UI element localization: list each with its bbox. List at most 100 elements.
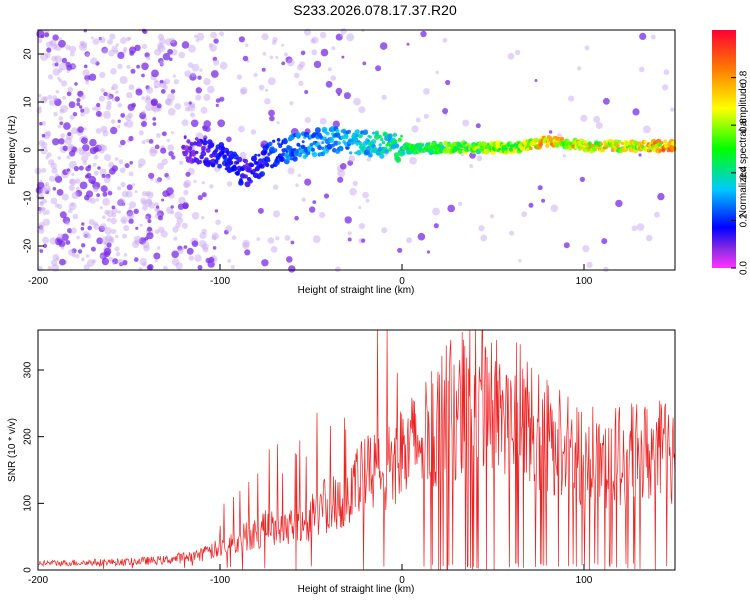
spectrogram-noise-point	[81, 243, 86, 248]
spectrogram-noise-point	[349, 188, 357, 196]
spectrogram-noise-point	[101, 236, 110, 245]
spectrogram-noise-point	[231, 235, 237, 240]
spectrogram-noise-point	[80, 41, 88, 49]
spectrogram-noise-point	[310, 38, 316, 44]
spectrogram-ridge-point	[198, 142, 202, 147]
spectrogram-ridge-point	[400, 134, 403, 138]
spectrogram-noise-point	[66, 168, 70, 172]
spectrogram-x-tick-label: -100	[210, 276, 230, 287]
spectrogram-ridge-point	[246, 166, 252, 172]
spectrogram-noise-point	[289, 101, 294, 106]
spectrogram-noise-point	[87, 225, 92, 231]
spectrogram-ridge-point	[504, 147, 508, 151]
spectrogram-ridge-point	[354, 129, 360, 135]
spectrogram-noise-point	[136, 64, 141, 69]
spectrogram-ridge-point	[343, 133, 349, 140]
spectrogram-noise-point	[89, 197, 96, 204]
spectrogram-noise-point	[69, 145, 73, 150]
spectrogram-noise-point	[312, 200, 317, 205]
spectrogram-noise-point	[208, 256, 215, 263]
spectrogram-noise-point	[518, 259, 522, 263]
spectrogram-noise-point	[58, 78, 63, 83]
spectrogram-ridge-point	[276, 138, 281, 142]
spectrogram-noise-point	[166, 187, 174, 195]
spectrogram-ridge-point	[259, 163, 265, 169]
spectrogram-noise-point	[126, 211, 135, 220]
spectrogram-noise-point	[59, 258, 66, 266]
spectrogram-noise-point	[514, 49, 521, 56]
spectrogram-ridge-point	[264, 162, 270, 168]
spectrogram-noise-point	[79, 105, 83, 109]
spectrogram-ridge-point	[183, 136, 187, 140]
spectrogram-noise-point	[93, 154, 99, 160]
snr-panel: -200 -100 0 100 0 100 200 300 Height of straigh…	[7, 329, 676, 595]
spectrogram-noise-point	[60, 133, 66, 139]
spectrogram-noise-point	[61, 193, 69, 201]
spectrogram-ridge-point	[633, 140, 638, 145]
spectrogram-noise-point	[103, 176, 111, 184]
spectrogram-noise-point	[42, 218, 51, 226]
spectrogram-noise-point	[159, 79, 164, 84]
spectrogram-noise-point	[72, 213, 79, 220]
spectrogram-noise-point	[433, 223, 439, 229]
spectrogram-noise-point	[55, 90, 60, 94]
spectrogram-noise-point	[319, 31, 327, 39]
spectrogram-noise-point	[663, 69, 670, 75]
spectrogram-ridge-point	[211, 151, 218, 158]
spectrogram-noise-point	[283, 52, 288, 57]
spectrogram-ridge-point	[377, 150, 380, 154]
spectrogram-noise-point	[66, 91, 72, 97]
spectrogram-noise-point	[287, 167, 295, 175]
spectrogram-noise-point	[445, 79, 451, 86]
spectrogram-noise-point	[92, 38, 100, 45]
spectrogram-noise-point	[83, 127, 87, 131]
spectrogram-noise-point	[82, 144, 90, 152]
spectrogram-noise-point	[309, 206, 316, 213]
spectrogram-noise-point	[141, 110, 146, 115]
spectrogram-noise-point	[409, 156, 417, 165]
spectrogram-noise-point	[65, 61, 71, 68]
spectrogram-noise-point	[161, 198, 165, 202]
spectrogram-noise-point	[163, 84, 168, 90]
spectrogram-noise-point	[55, 173, 59, 178]
spectrogram-noise-point	[298, 80, 304, 86]
spectrogram-noise-point	[46, 47, 52, 53]
spectrogram-noise-point	[227, 259, 231, 263]
snr-y-tick-label: 300	[23, 361, 34, 378]
spectrogram-noise-point	[128, 36, 132, 41]
spectrogram-noise-point	[145, 138, 150, 143]
spectrogram-noise-point	[61, 233, 69, 241]
spectrogram-noise-point	[85, 81, 89, 85]
spectrogram-ridge-point	[267, 158, 271, 163]
spectrogram-noise-point	[148, 139, 154, 144]
spectrogram-ridge-point	[254, 153, 258, 157]
spectrogram-ridge-point	[529, 146, 533, 151]
spectrogram-noise-point	[117, 119, 121, 123]
spectrogram-noise-point	[580, 114, 588, 122]
spectrogram-noise-point	[58, 240, 66, 248]
spectrogram-noise-point	[138, 158, 146, 167]
spectrogram-noise-point	[155, 178, 161, 184]
spectrogram-noise-point	[166, 138, 170, 143]
spectrogram-noise-point	[131, 102, 136, 108]
spectrogram-ridge-point	[188, 155, 192, 159]
spectrogram-ridge-point	[437, 144, 441, 148]
spectrogram-noise-point	[62, 145, 69, 152]
spectrogram-noise-point	[111, 45, 118, 53]
snr-y-tick-label: 100	[23, 495, 34, 512]
spectrogram-noise-point	[123, 225, 130, 232]
spectrogram-noise-point	[42, 236, 50, 244]
spectrogram-noise-point	[214, 209, 219, 213]
spectrogram-ridge-point	[617, 139, 622, 144]
spectrogram-noise-point	[381, 94, 387, 101]
spectrogram-noise-point	[111, 97, 116, 102]
figure-title: S233.2026.078.17.37.R20	[293, 2, 457, 18]
spectrogram-ridge-point	[627, 144, 631, 148]
spectrogram-noise-point	[458, 201, 463, 206]
spectrogram-ridge-point	[372, 131, 376, 135]
spectrogram-noise-point	[250, 129, 257, 135]
snr-x-tick-label: -100	[210, 575, 230, 586]
spectrogram-ridge-point	[226, 153, 230, 156]
spectrogram-ridge-point	[197, 159, 203, 164]
spectrogram-noise-point	[146, 226, 153, 232]
